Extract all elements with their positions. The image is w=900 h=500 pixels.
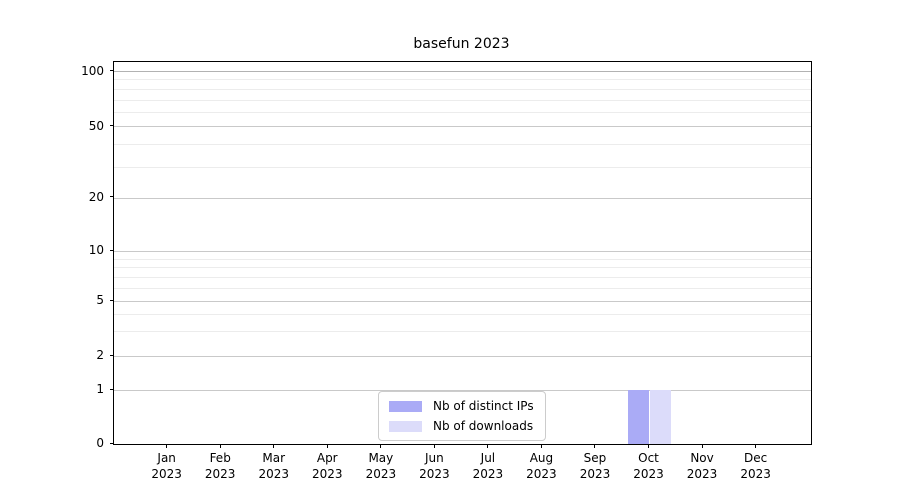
x-tick-mark <box>326 444 328 448</box>
y-tick-mark <box>110 125 114 127</box>
legend-label-downloads: Nb of downloads <box>433 419 534 433</box>
bar-distinct-ips <box>628 390 650 444</box>
y-tick-label: 2 <box>96 348 104 363</box>
y-tick-label: 5 <box>96 293 104 308</box>
x-tick-label: Apr 2023 <box>311 451 343 481</box>
x-tick-mark <box>540 444 542 448</box>
y-tick-mark <box>110 249 114 251</box>
x-tick-label: Sep 2023 <box>579 451 611 481</box>
y-tick-mark <box>110 354 114 356</box>
gridline-major <box>114 355 811 357</box>
gridline-minor <box>114 314 811 316</box>
gridline-minor <box>114 100 811 102</box>
legend-swatch-downloads <box>389 420 422 432</box>
gridline-minor <box>114 331 811 333</box>
x-tick-mark <box>648 444 649 448</box>
gridline-minor <box>114 144 811 146</box>
x-tick-mark <box>166 444 168 448</box>
y-tick-mark <box>110 196 114 198</box>
legend: Nb of distinct IPs Nb of downloads <box>378 391 546 441</box>
x-tick-label: Dec 2023 <box>740 451 771 481</box>
bar-downloads <box>649 390 671 444</box>
plot-area <box>113 61 812 445</box>
y-tick-label: 100 <box>81 63 104 78</box>
chart-title: basefun 2023 <box>413 36 510 52</box>
x-tick-mark <box>219 444 221 448</box>
x-tick-mark <box>273 444 275 448</box>
x-tick-mark <box>701 444 703 448</box>
gridline-minor <box>114 89 811 91</box>
gridline-major <box>114 71 811 73</box>
y-tick-mark <box>110 299 114 301</box>
gridline-major <box>114 389 811 391</box>
gridline-minor <box>114 258 811 260</box>
x-tick-label: Nov 2023 <box>686 451 718 481</box>
y-tick-mark <box>110 442 114 444</box>
x-tick-label: Feb 2023 <box>204 451 236 481</box>
x-tick-label: Jan 2023 <box>151 451 182 481</box>
gridline-minor <box>114 166 811 168</box>
gridline-major <box>114 126 811 128</box>
x-tick-mark <box>755 444 757 448</box>
legend-swatch-distinct-ips <box>389 400 422 412</box>
legend-item-distinct-ips: Nb of distinct IPs <box>389 399 534 413</box>
x-tick-mark <box>380 444 382 448</box>
gridline-minor <box>114 112 811 114</box>
gridline-major <box>114 250 811 252</box>
y-tick-label: 50 <box>88 118 104 133</box>
legend-label-distinct-ips: Nb of distinct IPs <box>433 399 534 413</box>
gridline-minor <box>114 267 811 269</box>
y-tick-mark <box>110 388 114 390</box>
x-tick-label: Jul 2023 <box>472 451 504 481</box>
legend-item-downloads: Nb of downloads <box>389 419 534 433</box>
x-tick-label: Aug 2023 <box>526 451 557 481</box>
x-tick-label: May 2023 <box>365 451 397 481</box>
x-tick-label: Oct 2023 <box>633 451 664 481</box>
x-tick-mark <box>487 444 489 448</box>
gridline-minor <box>114 287 811 289</box>
x-tick-label: Mar 2023 <box>258 451 289 481</box>
y-tick-mark <box>110 70 114 72</box>
x-tick-mark <box>433 444 435 448</box>
x-tick-label: Jun 2023 <box>419 451 450 481</box>
x-tick-mark <box>594 444 596 448</box>
gridline-minor <box>114 276 811 278</box>
gridline-major <box>114 300 811 302</box>
y-tick-label: 1 <box>96 382 104 397</box>
y-tick-label: 20 <box>88 189 104 204</box>
y-tick-label: 10 <box>88 243 104 258</box>
gridline-minor <box>114 78 811 80</box>
y-tick-label: 0 <box>96 436 104 450</box>
gridline-major <box>114 197 811 199</box>
